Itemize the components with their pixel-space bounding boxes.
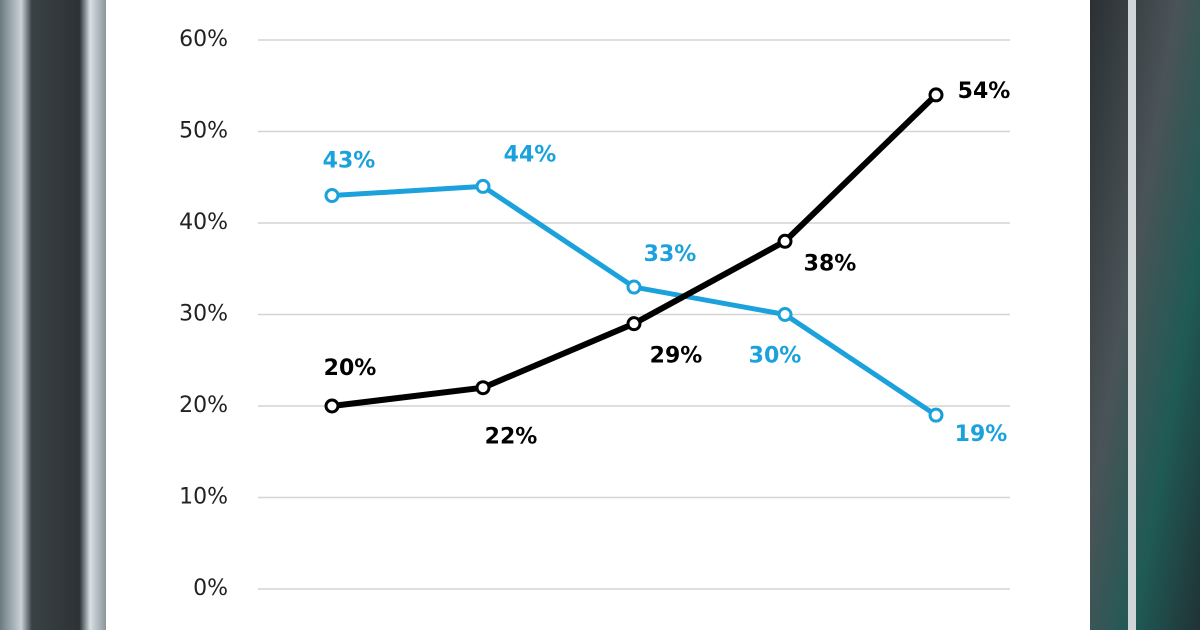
y-tick-label: 20%: [179, 393, 228, 418]
point-marker: [777, 233, 793, 249]
y-tick-label: 10%: [179, 485, 228, 510]
y-tick-label: 50%: [179, 119, 228, 144]
x-tick-label: 2024: [606, 628, 662, 630]
data-label: 33%: [644, 242, 697, 267]
data-label: 43%: [323, 149, 376, 174]
background-right: [1090, 0, 1200, 630]
point-marker: [324, 188, 340, 204]
point-marker: [626, 316, 642, 332]
series-line: [331, 183, 938, 418]
data-label: 38%: [804, 251, 857, 276]
data-label: 20%: [324, 356, 377, 381]
data-label: 30%: [749, 344, 802, 369]
y-tick-label: 0%: [193, 576, 228, 601]
x-tick-label: 2023: [455, 628, 511, 630]
point-marker: [777, 307, 793, 322]
x-tick-label: 2025: [757, 628, 813, 630]
background-left: [0, 0, 106, 630]
point-marker: [626, 279, 642, 295]
background-stripe: [1128, 0, 1136, 630]
x-tick-label: 2026: [908, 628, 964, 630]
data-label: 19%: [955, 422, 1008, 447]
y-tick-label: 60%: [179, 27, 228, 52]
point-marker: [475, 380, 491, 396]
data-label: 22%: [485, 425, 538, 450]
point-marker: [928, 407, 944, 423]
x-tick-label: 2022: [304, 628, 360, 630]
point-marker: [324, 398, 340, 414]
point-marker: [475, 178, 491, 194]
point-marker: [928, 87, 944, 103]
y-tick-label: 40%: [179, 210, 228, 235]
y-tick-label: 30%: [179, 302, 228, 327]
data-label: 54%: [958, 79, 1011, 104]
data-label: 44%: [504, 142, 557, 167]
data-label: 29%: [650, 344, 703, 369]
